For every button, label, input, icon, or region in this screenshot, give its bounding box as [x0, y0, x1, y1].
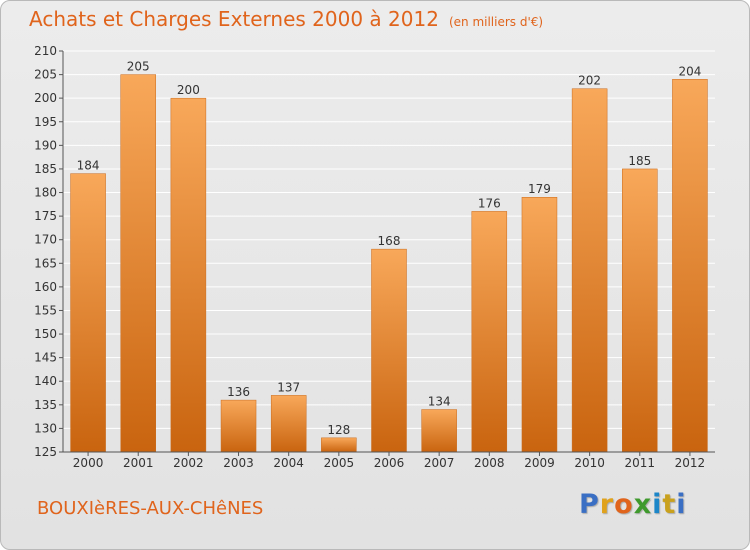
bar-2003[interactable] — [220, 399, 257, 453]
x-tick-label-2005: 2005 — [324, 456, 355, 470]
y-tick-label: 135 — [34, 398, 57, 412]
x-tick-label-2001: 2001 — [123, 456, 154, 470]
logo-letter: i — [676, 489, 687, 520]
y-tick-label: 190 — [34, 138, 57, 152]
data-label-2009: 179 — [528, 182, 551, 196]
chart-title-text: Achats et Charges Externes 2000 à 2012 — [29, 7, 439, 31]
data-label-2006: 168 — [378, 234, 401, 248]
y-tick-label: 165 — [34, 256, 57, 270]
bar-2010[interactable] — [571, 88, 608, 453]
y-tick-label: 150 — [34, 327, 57, 341]
logo-letter: t — [662, 489, 677, 520]
y-tick-label: 140 — [34, 374, 57, 388]
bar-2001[interactable] — [120, 74, 156, 453]
bar-2012[interactable] — [672, 79, 708, 453]
data-label-2004: 137 — [277, 380, 300, 394]
x-tick-label-2011: 2011 — [624, 456, 655, 470]
x-tick-label-2010: 2010 — [574, 456, 605, 470]
x-tick-label-2003: 2003 — [223, 456, 254, 470]
y-tick-label: 175 — [34, 209, 57, 223]
y-tick-label: 185 — [34, 162, 57, 176]
bar-2011[interactable] — [622, 168, 658, 453]
y-tick-label: 125 — [34, 445, 57, 459]
bar-2004[interactable] — [270, 395, 307, 453]
logo-letter: P — [579, 489, 600, 520]
logo-letter: o — [614, 489, 634, 520]
chart-title: Achats et Charges Externes 2000 à 2012 (e… — [29, 7, 543, 31]
logo-letter: x — [633, 489, 653, 520]
data-label-2010: 202 — [578, 74, 601, 88]
x-tick-label-2007: 2007 — [424, 456, 455, 470]
data-label-2007: 134 — [428, 395, 451, 409]
bar-2005[interactable] — [321, 437, 357, 453]
bars: 184 205 200 136 137 128 168 134 176 179 202 185 204 — [70, 60, 708, 453]
x-tick-label-2009: 2009 — [524, 456, 555, 470]
logo-letter: r — [599, 489, 615, 520]
data-label-2011: 185 — [628, 154, 651, 168]
x-tick-label-2004: 2004 — [273, 456, 304, 470]
bar-2008[interactable] — [471, 211, 508, 453]
axes: 1251301351401451501551601651701751801851… — [34, 44, 715, 470]
place-name: BOUXIèRES-AUX-CHêNES — [37, 498, 264, 519]
x-tick-label-2002: 2002 — [173, 456, 204, 470]
bar-2007[interactable] — [421, 409, 457, 453]
data-label-2002: 200 — [177, 83, 200, 97]
bar-2009[interactable] — [521, 196, 558, 453]
y-tick-label: 130 — [34, 421, 57, 435]
y-tick-label: 155 — [34, 303, 57, 317]
data-label-2000: 184 — [77, 159, 100, 173]
data-label-2012: 204 — [678, 64, 701, 78]
data-label-2001: 205 — [127, 60, 150, 74]
x-tick-label-2000: 2000 — [73, 456, 104, 470]
x-tick-label-2012: 2012 — [675, 456, 706, 470]
x-tick-label-2008: 2008 — [474, 456, 505, 470]
y-tick-label: 200 — [34, 91, 57, 105]
y-tick-label: 205 — [34, 68, 57, 82]
x-tick-label-2006: 2006 — [374, 456, 405, 470]
logo-letter: i — [652, 489, 663, 520]
y-tick-label: 180 — [34, 186, 57, 200]
data-label-2003: 136 — [227, 385, 250, 399]
bar-2006[interactable] — [371, 248, 407, 453]
y-tick-label: 210 — [34, 44, 57, 58]
proxiti-logo[interactable]: Proxiti — [579, 489, 687, 520]
chart-subtitle: (en milliers d'€) — [448, 15, 544, 29]
bar-2000[interactable] — [70, 173, 106, 453]
bar-2002[interactable] — [170, 97, 207, 453]
data-label-2005: 128 — [327, 423, 350, 437]
y-tick-label: 160 — [34, 280, 57, 294]
y-tick-label: 145 — [34, 351, 57, 365]
y-tick-label: 170 — [34, 233, 57, 247]
y-tick-label: 195 — [34, 115, 57, 129]
data-label-2008: 176 — [478, 196, 501, 210]
